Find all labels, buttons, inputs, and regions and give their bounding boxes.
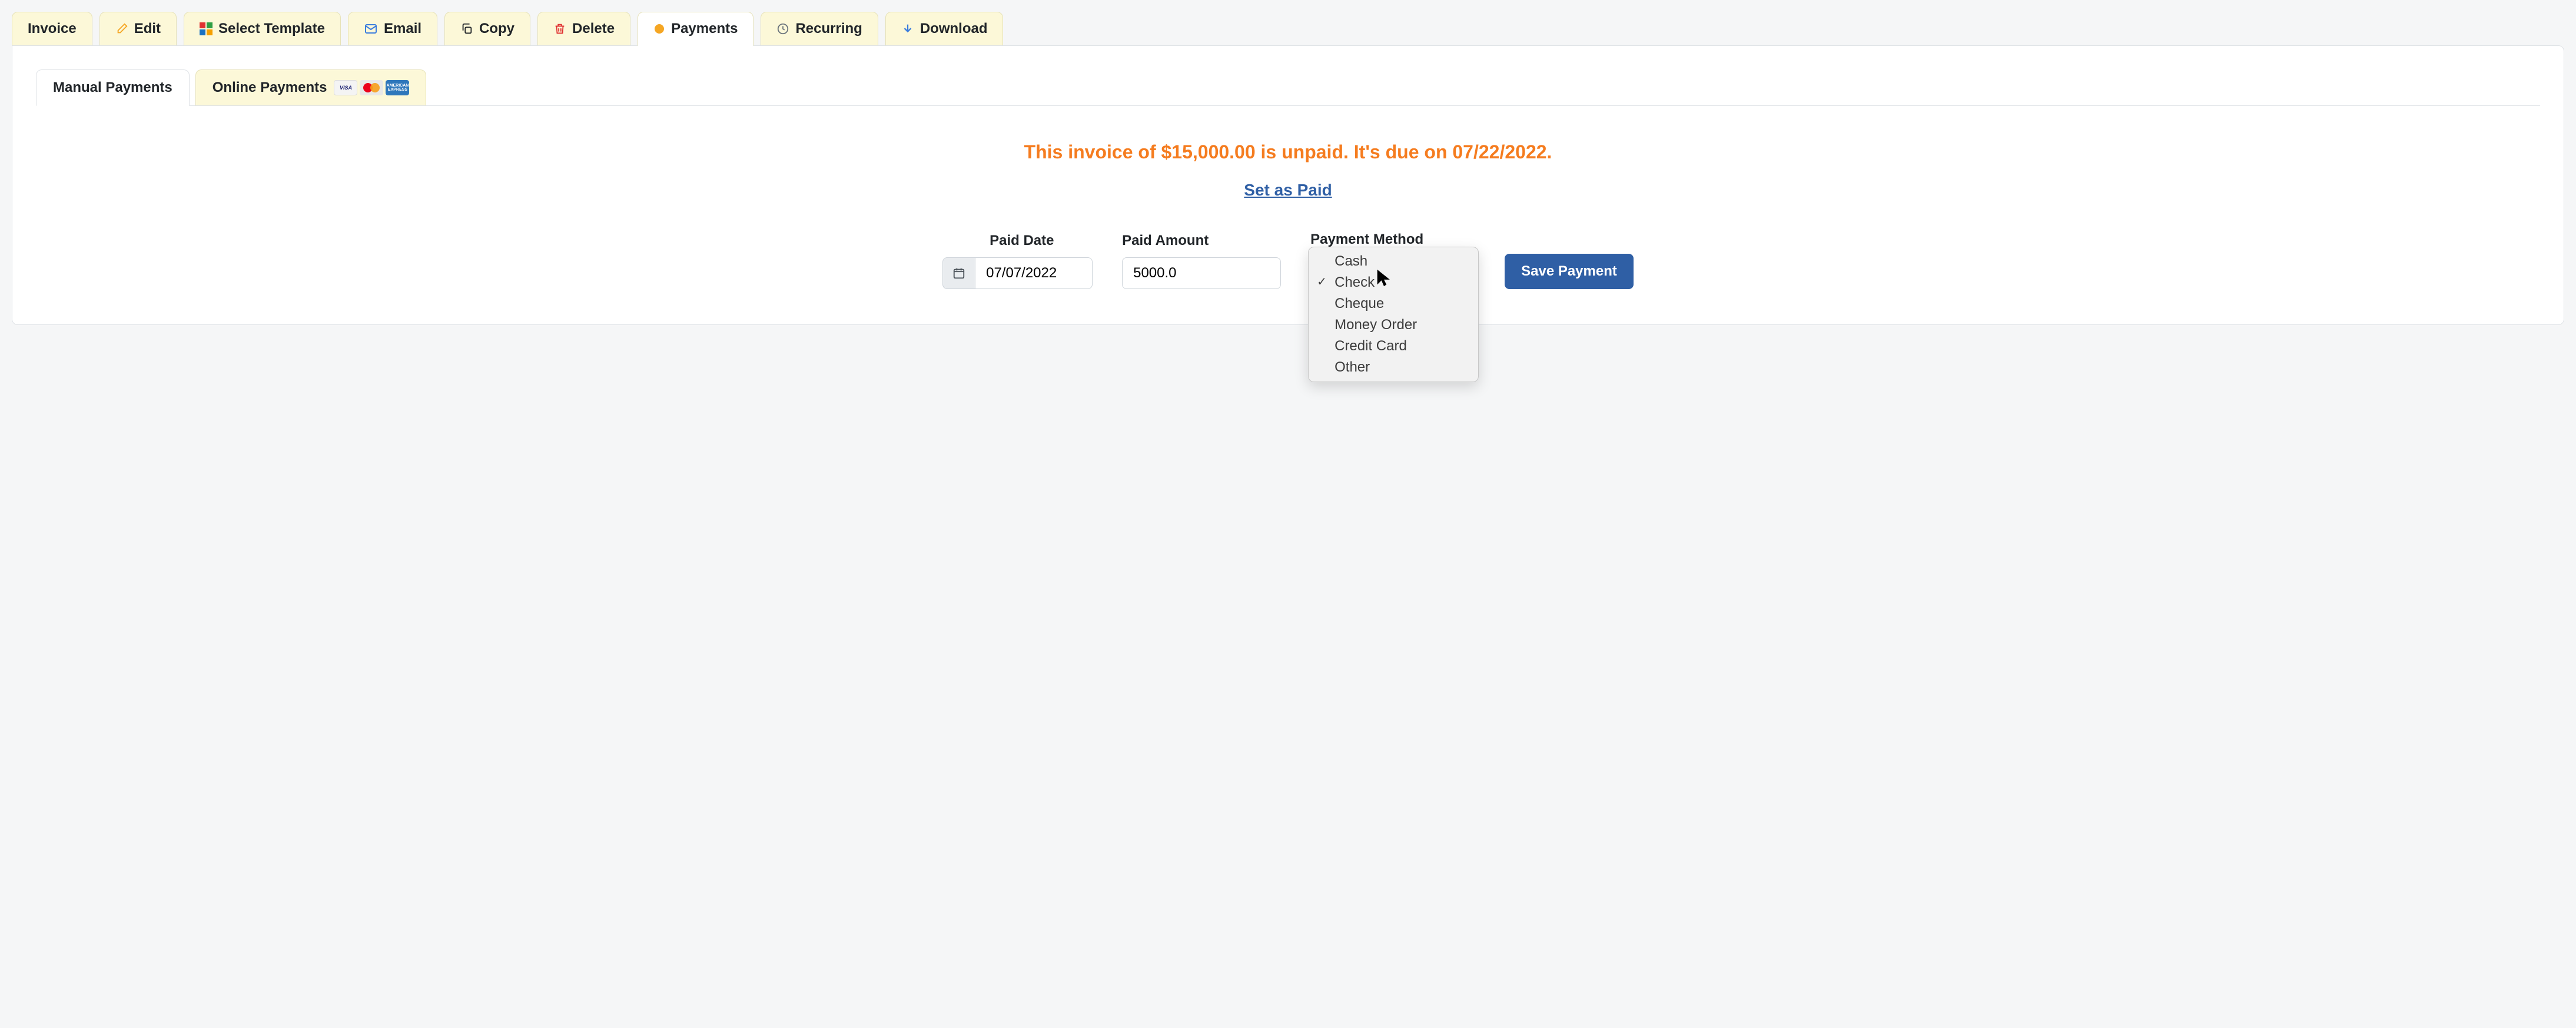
mastercard-icon: [360, 80, 383, 95]
top-tabs: Invoice Edit Select Template Email Copy: [12, 12, 2564, 46]
envelope-icon: [364, 22, 378, 36]
pencil-icon: [115, 22, 128, 35]
subtab-online-payments[interactable]: Online Payments VISA AMERICAN EXPRESS: [195, 69, 427, 105]
payment-method-option[interactable]: Money Order: [1309, 314, 1478, 336]
copy-icon: [460, 22, 473, 35]
payment-method-option[interactable]: Cash: [1309, 251, 1478, 272]
payments-dot-icon: [653, 23, 665, 35]
save-payment-button[interactable]: Save Payment: [1505, 254, 1634, 289]
payment-method-dropdown: CashCheckChequeMoney OrderCredit CardOth…: [1308, 247, 1479, 382]
payment-form: Paid Date Paid Amount Payment Method Cas…: [36, 229, 2540, 289]
paid-date-input[interactable]: [975, 257, 1093, 289]
set-as-paid-link[interactable]: Set as Paid: [1244, 181, 1332, 199]
template-grid-icon: [200, 22, 213, 35]
payment-method-option[interactable]: Credit Card: [1309, 336, 1478, 357]
tab-label: Invoice: [28, 21, 77, 37]
clock-icon: [776, 22, 789, 35]
payment-method-label: Payment Method: [1310, 231, 1475, 248]
payment-method-option[interactable]: Other: [1309, 357, 1478, 378]
subtab-label: Manual Payments: [53, 79, 172, 96]
payment-method-option[interactable]: Check: [1309, 272, 1478, 293]
tab-invoice[interactable]: Invoice: [12, 12, 92, 46]
tab-select-template[interactable]: Select Template: [184, 12, 341, 46]
tab-label: Recurring: [795, 21, 862, 37]
tab-email[interactable]: Email: [348, 12, 437, 46]
visa-icon: VISA: [334, 80, 357, 95]
download-arrow-icon: [901, 22, 914, 35]
tab-label: Copy: [479, 21, 514, 37]
tab-label: Email: [384, 21, 421, 37]
tab-label: Payments: [671, 21, 738, 37]
payments-subtabs: Manual Payments Online Payments VISA AME…: [36, 69, 2540, 106]
subtab-label: Online Payments: [213, 79, 327, 96]
subtab-manual-payments[interactable]: Manual Payments: [36, 69, 190, 106]
tab-delete[interactable]: Delete: [537, 12, 630, 46]
tab-label: Delete: [572, 21, 615, 37]
tab-download[interactable]: Download: [885, 12, 1004, 46]
tab-recurring[interactable]: Recurring: [761, 12, 878, 46]
trash-icon: [553, 22, 566, 35]
tab-label: Download: [920, 21, 988, 37]
payment-method-option[interactable]: Cheque: [1309, 293, 1478, 314]
tab-copy[interactable]: Copy: [444, 12, 530, 46]
tab-payments[interactable]: Payments: [638, 12, 753, 46]
tab-edit[interactable]: Edit: [99, 12, 177, 46]
card-brand-icons: VISA AMERICAN EXPRESS: [334, 80, 409, 95]
tab-label: Select Template: [218, 21, 325, 37]
paid-amount-label: Paid Amount: [1122, 233, 1281, 249]
payments-panel: Manual Payments Online Payments VISA AME…: [12, 45, 2564, 325]
paid-date-label: Paid Date: [990, 233, 1093, 249]
tab-label: Edit: [134, 21, 161, 37]
amex-icon: AMERICAN EXPRESS: [386, 80, 409, 95]
paid-amount-input[interactable]: [1122, 257, 1281, 289]
invoice-status-text: This invoice of $15,000.00 is unpaid. It…: [36, 141, 2540, 163]
calendar-icon[interactable]: [942, 257, 975, 289]
